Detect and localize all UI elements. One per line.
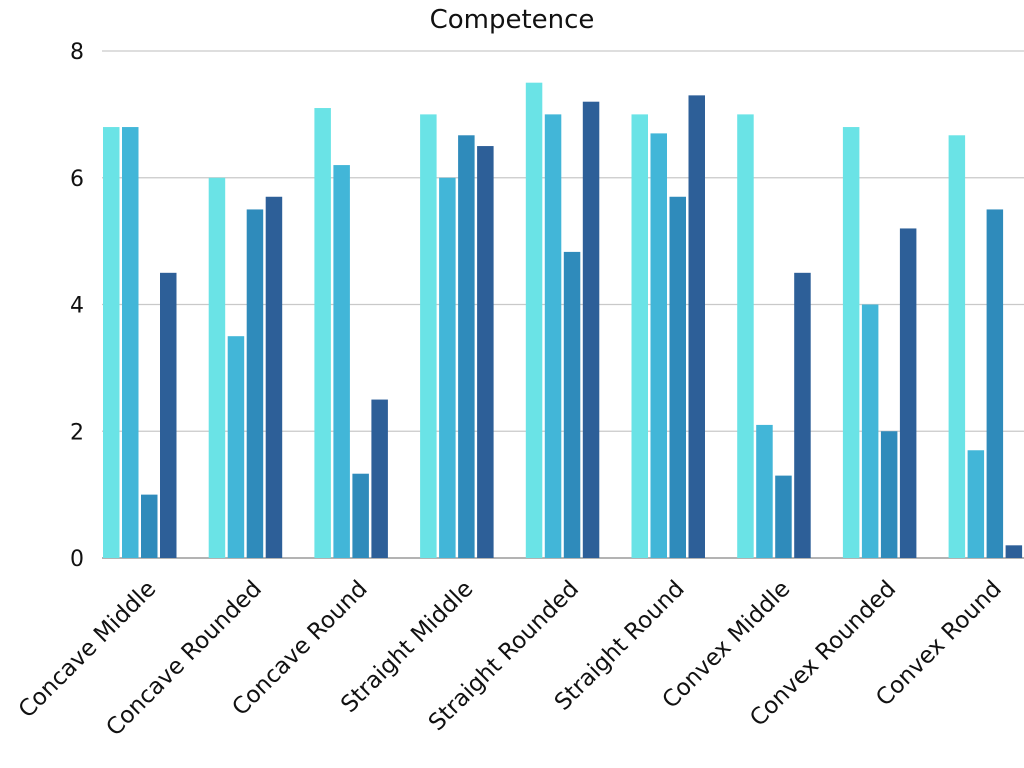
bar-4-3 xyxy=(582,101,600,558)
bar-0-0 xyxy=(103,127,120,559)
chart-title: Competence xyxy=(430,5,595,35)
bar-4-1 xyxy=(544,114,562,558)
bar-3-3 xyxy=(477,146,494,558)
bar-1-3 xyxy=(265,196,283,558)
y-tick-label: 8 xyxy=(70,40,84,65)
bar-8-1 xyxy=(967,450,985,558)
bar-2-3 xyxy=(371,399,388,558)
y-tick-label: 6 xyxy=(70,167,84,192)
y-tick-label: 4 xyxy=(70,294,84,319)
bar-1-2 xyxy=(246,209,264,558)
bar-8-3 xyxy=(1005,545,1023,558)
bar-8-0 xyxy=(948,135,966,558)
bar-2-1 xyxy=(333,165,350,558)
y-axis-tick-labels: 0 2 4 6 8 xyxy=(70,40,84,572)
y-tick-label: 2 xyxy=(70,420,84,445)
bar-5-2 xyxy=(669,196,686,558)
bar-1-1 xyxy=(227,336,245,558)
bar-7-3 xyxy=(899,228,917,558)
bar-7-1 xyxy=(861,304,879,558)
bar-6-2 xyxy=(775,475,792,558)
bar-6-3 xyxy=(794,272,811,558)
bar-8-2 xyxy=(986,209,1004,558)
bar-7-0 xyxy=(842,127,860,559)
bar-0-2 xyxy=(141,494,158,558)
bar-4-2 xyxy=(563,251,581,558)
bar-2-2 xyxy=(352,473,369,558)
bar-4-0 xyxy=(525,82,543,558)
bar-3-2 xyxy=(458,135,475,558)
bar-0-3 xyxy=(160,272,177,558)
bar-0-1 xyxy=(122,127,139,559)
bar-6-0 xyxy=(737,114,754,558)
bar-5-0 xyxy=(631,114,648,558)
bar-3-1 xyxy=(439,177,456,558)
bar-3-0 xyxy=(420,114,437,558)
bar-6-1 xyxy=(756,424,773,558)
bar-2-0 xyxy=(314,108,331,558)
bar-7-2 xyxy=(880,431,898,558)
bar-5-3 xyxy=(688,95,705,559)
bar-5-1 xyxy=(650,133,667,558)
y-tick-label: 0 xyxy=(70,547,84,572)
bar-1-0 xyxy=(208,177,226,558)
bars xyxy=(103,82,1023,559)
